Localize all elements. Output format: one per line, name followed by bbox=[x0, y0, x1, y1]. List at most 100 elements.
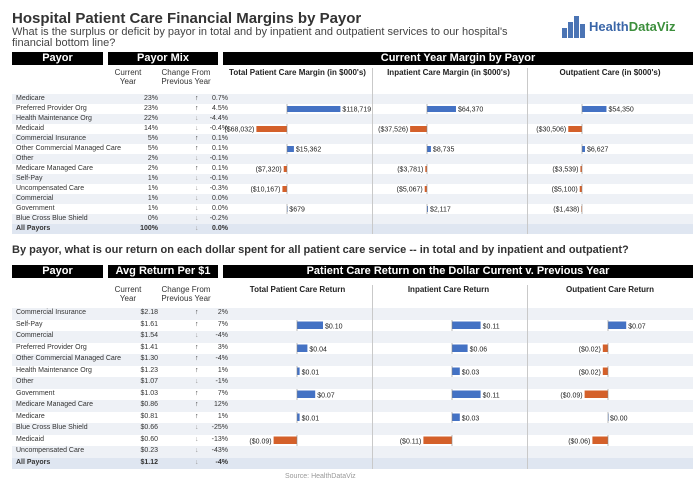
outpatient-bar[interactable] bbox=[582, 146, 585, 152]
inpatient-bar[interactable] bbox=[425, 166, 427, 172]
inpatient-bar[interactable] bbox=[452, 390, 481, 399]
total-row[interactable]: All Payors $1.12 ↓ -4% bbox=[12, 457, 693, 469]
table-row[interactable]: Preferred Provider Org 23% ↑ 4.5% bbox=[12, 104, 693, 114]
outpatient-bar[interactable] bbox=[602, 367, 608, 376]
inpatient-value-label: ($5,067) bbox=[397, 187, 423, 194]
inpatient-bar[interactable] bbox=[452, 321, 481, 330]
change-value: -4% bbox=[215, 458, 228, 466]
total-bar[interactable] bbox=[287, 146, 294, 152]
payor-name: Government bbox=[16, 205, 55, 212]
table-row[interactable]: Medicare 23% ↑ 0.7% bbox=[12, 94, 693, 104]
inpatient-bar[interactable] bbox=[410, 126, 427, 132]
change-value: -0.2% bbox=[209, 215, 228, 222]
table-row[interactable]: Self-Pay 1% ↓ -0.1% bbox=[12, 174, 693, 184]
table-row[interactable]: Commercial Insurance 5% ↑ 0.1% bbox=[12, 134, 693, 144]
inpatient-bar[interactable] bbox=[452, 344, 468, 353]
table-row[interactable]: Medicaid $0.60 ↓ -13% bbox=[12, 435, 693, 447]
table-row[interactable]: Commercial Insurance $2.18 ↑ 2% bbox=[12, 308, 693, 320]
total-value-label: $0.01 bbox=[302, 370, 320, 377]
logo-health: Health bbox=[589, 19, 629, 34]
inpatient-bar[interactable] bbox=[452, 413, 460, 422]
change-value: 3% bbox=[217, 343, 228, 351]
inpatient-bar[interactable] bbox=[427, 146, 431, 152]
arrow-down-icon: ↓ bbox=[195, 435, 199, 443]
payor-name: Self-Pay bbox=[16, 175, 43, 182]
payor-name: Blue Cross Blue Shield bbox=[16, 424, 88, 431]
total-bar[interactable] bbox=[297, 367, 300, 376]
table-row[interactable]: Health Maintenance Org 22% ↓ -4.4% bbox=[12, 114, 693, 124]
avg-return-value: $1.12 bbox=[140, 458, 158, 466]
inpatient-bar[interactable] bbox=[427, 106, 456, 112]
table-row[interactable]: Medicaid 14% ↓ -0.4% bbox=[12, 124, 693, 134]
outpatient-bar[interactable] bbox=[568, 126, 582, 132]
avg-return-value: $1.61 bbox=[140, 320, 158, 328]
table-row[interactable]: Self-Pay $1.61 ↑ 7% bbox=[12, 320, 693, 332]
total-row[interactable]: All Payors 100% ↓ 0.0% bbox=[12, 224, 693, 234]
inpatient-bar[interactable] bbox=[423, 436, 452, 445]
outpatient-bar[interactable] bbox=[582, 106, 607, 112]
table-row[interactable]: Other $1.07 ↓ -1% bbox=[12, 377, 693, 389]
outpatient-value-label: ($0.02) bbox=[579, 347, 601, 354]
table-row[interactable]: Medicare $0.81 ↑ 1% bbox=[12, 412, 693, 424]
outpatient-bar[interactable] bbox=[580, 166, 582, 172]
total-value-label: ($68,032) bbox=[225, 127, 254, 134]
table-row[interactable]: Preferred Provider Org $1.41 ↑ 3% bbox=[12, 343, 693, 355]
table-row[interactable]: Government $1.03 ↑ 7% bbox=[12, 389, 693, 401]
avg-return-value: $1.23 bbox=[140, 366, 158, 374]
payor-name: Medicare bbox=[16, 412, 45, 420]
payor-name: Medicare Managed Care bbox=[16, 401, 94, 408]
outpatient-bar[interactable] bbox=[602, 344, 608, 353]
outpatient-value-label: ($3,539) bbox=[552, 167, 578, 174]
total-bar[interactable] bbox=[297, 321, 323, 330]
outpatient-bar[interactable] bbox=[581, 206, 582, 212]
inpatient-value-label: ($0.11) bbox=[400, 439, 422, 446]
total-bar[interactable] bbox=[287, 206, 288, 212]
inpatient-value-label: $64,370 bbox=[458, 107, 483, 114]
avg-return-value: $1.03 bbox=[140, 389, 158, 397]
table-row[interactable]: Commercial 1% ↓ 0.0% bbox=[12, 194, 693, 204]
avg-return-value: $1.07 bbox=[140, 378, 158, 385]
table-row[interactable]: Blue Cross Blue Shield $0.66 ↓ -25% bbox=[12, 423, 693, 435]
total-bar[interactable] bbox=[297, 413, 300, 422]
total-bar[interactable] bbox=[297, 390, 316, 399]
payor-name: Preferred Provider Org bbox=[16, 343, 87, 351]
total-bar[interactable] bbox=[297, 344, 308, 353]
arrow-down-icon: ↓ bbox=[195, 225, 199, 232]
healthdataviz-logo[interactable]: HealthDataViz bbox=[562, 14, 692, 40]
table-row[interactable]: Uncompensated Care 1% ↓ -0.3% bbox=[12, 184, 693, 194]
header-payor: Payor bbox=[12, 52, 103, 65]
payor-mix-value: 22% bbox=[143, 115, 158, 122]
outpatient-bar[interactable] bbox=[584, 390, 608, 399]
total-bar[interactable] bbox=[282, 186, 287, 192]
outpatient-value-label: ($0.02) bbox=[579, 370, 601, 377]
inpatient-bar[interactable] bbox=[452, 367, 460, 376]
table-row[interactable]: Health Maintenance Org $1.23 ↑ 1% bbox=[12, 366, 693, 378]
total-bar[interactable] bbox=[256, 126, 287, 132]
table-row[interactable]: Other Commercial Managed Care 5% ↑ 0.1% bbox=[12, 144, 693, 154]
table-row[interactable]: Blue Cross Blue Shield 0% ↓ -0.2% bbox=[12, 214, 693, 224]
outpatient-bar[interactable] bbox=[592, 436, 608, 445]
total-bar[interactable] bbox=[283, 166, 287, 172]
change-value: 4.5% bbox=[212, 105, 228, 112]
table-row[interactable]: Medicare Managed Care $0.86 ↑ 12% bbox=[12, 400, 693, 412]
arrow-up-icon: ↑ bbox=[195, 135, 199, 142]
table-row[interactable]: Government 1% ↓ 0.0% bbox=[12, 204, 693, 214]
inpatient-bar[interactable] bbox=[424, 186, 427, 192]
inpatient-value-label: $8,735 bbox=[433, 147, 455, 154]
payor-mix-value: 2% bbox=[147, 155, 158, 162]
outpatient-bar[interactable] bbox=[608, 321, 627, 330]
table-row[interactable]: Medicare Managed Care 2% ↑ 0.1% bbox=[12, 164, 693, 174]
outpatient-bar[interactable] bbox=[579, 186, 582, 192]
table-row[interactable]: Commercial $1.54 ↓ -4% bbox=[12, 331, 693, 343]
total-bar[interactable] bbox=[287, 106, 341, 112]
payor-name: Health Maintenance Org bbox=[16, 115, 92, 122]
payor-mix-value: 23% bbox=[143, 95, 158, 102]
arrow-up-icon: ↑ bbox=[195, 366, 199, 374]
table-row[interactable]: Other 2% ↓ -0.1% bbox=[12, 154, 693, 164]
avg-return-value: $0.86 bbox=[140, 401, 158, 408]
inpatient-bar[interactable] bbox=[427, 206, 428, 212]
table-row[interactable]: Other Commercial Managed Care $1.30 ↑ -4% bbox=[12, 354, 693, 366]
avg-return-value: $0.66 bbox=[140, 424, 158, 431]
table-row[interactable]: Uncompensated Care $0.23 ↓ -43% bbox=[12, 446, 693, 458]
total-bar[interactable] bbox=[273, 436, 297, 445]
